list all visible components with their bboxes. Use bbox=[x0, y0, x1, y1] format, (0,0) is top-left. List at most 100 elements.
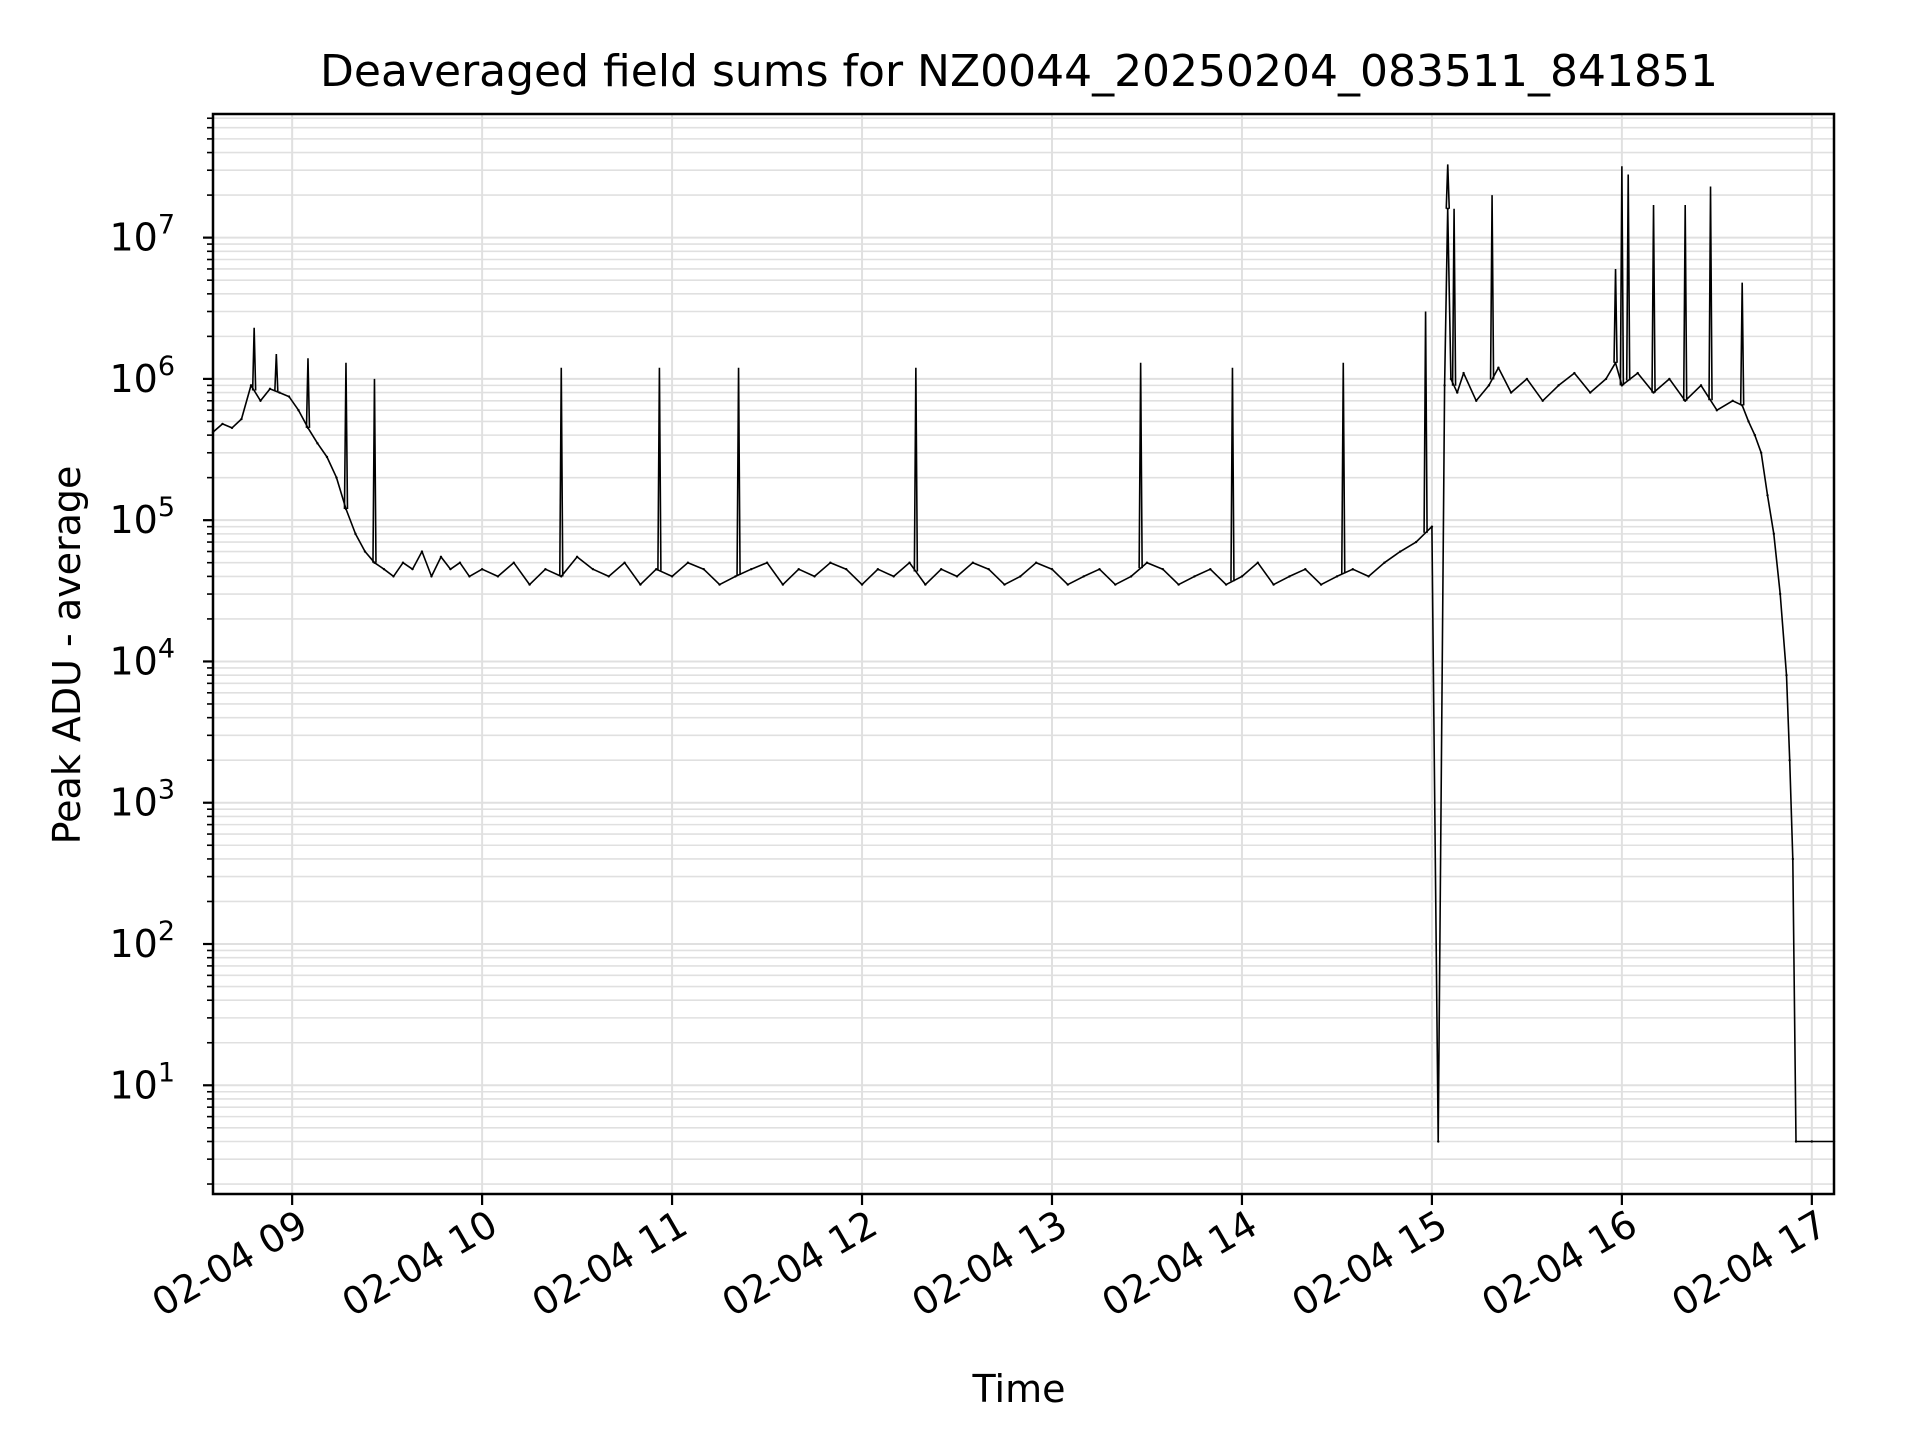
spike-mark bbox=[913, 367, 919, 572]
spike-mark bbox=[1340, 362, 1346, 574]
data-point bbox=[1098, 567, 1101, 571]
data-point bbox=[259, 399, 262, 402]
data-point bbox=[1003, 583, 1006, 586]
data-point bbox=[344, 507, 348, 511]
data-point bbox=[373, 561, 376, 564]
data-point bbox=[639, 583, 642, 586]
y-axis: 101 102 103 104 105 106 107 bbox=[109, 210, 175, 1108]
y-tick-label: 105 bbox=[109, 492, 175, 542]
spike-mark bbox=[1682, 205, 1688, 401]
data-point bbox=[1449, 377, 1453, 381]
data-point bbox=[1351, 567, 1354, 571]
spike-mark bbox=[305, 358, 311, 428]
spike-mark bbox=[343, 362, 349, 509]
data-point bbox=[1791, 857, 1795, 861]
data-point bbox=[1573, 371, 1576, 375]
data-point bbox=[1383, 561, 1386, 564]
data-point bbox=[1443, 384, 1446, 387]
spike-mark bbox=[1708, 186, 1713, 401]
data-point bbox=[1437, 1140, 1440, 1143]
spike-mark bbox=[1445, 164, 1451, 209]
data-point bbox=[1256, 561, 1259, 564]
data-point bbox=[1589, 391, 1592, 394]
data-point bbox=[544, 567, 547, 571]
data-point bbox=[528, 583, 531, 586]
data-point bbox=[797, 567, 800, 571]
data-point bbox=[1446, 207, 1449, 210]
data-point bbox=[1430, 525, 1434, 528]
data-point bbox=[1810, 1140, 1814, 1143]
spike-mark bbox=[736, 367, 741, 575]
spike-mark bbox=[1651, 205, 1656, 393]
data-point bbox=[939, 567, 943, 571]
data-point bbox=[1614, 361, 1617, 365]
y-tick-label: 104 bbox=[109, 633, 175, 683]
spike-mark bbox=[274, 353, 279, 392]
data-point bbox=[1224, 583, 1228, 586]
data-point bbox=[1509, 391, 1513, 394]
data-point bbox=[971, 561, 975, 564]
data-point bbox=[1557, 384, 1560, 387]
data-point bbox=[860, 583, 864, 586]
data-point bbox=[623, 561, 626, 564]
data-point bbox=[1788, 759, 1791, 762]
data-point bbox=[1319, 583, 1323, 586]
data-point bbox=[1785, 673, 1788, 677]
data-point bbox=[1652, 391, 1655, 394]
y-tick-label: 106 bbox=[109, 351, 175, 401]
data-point bbox=[1145, 561, 1149, 564]
data-point bbox=[1050, 567, 1054, 571]
data-point bbox=[316, 442, 319, 445]
data-point bbox=[908, 561, 911, 564]
data-point bbox=[1794, 1140, 1798, 1143]
data-point bbox=[1399, 550, 1402, 553]
data-point bbox=[1604, 377, 1608, 381]
data-point bbox=[496, 575, 500, 578]
data-point bbox=[449, 567, 452, 571]
data-point bbox=[468, 575, 471, 578]
data-point bbox=[1129, 575, 1133, 578]
data-point bbox=[1759, 451, 1763, 454]
data-point bbox=[1731, 399, 1734, 402]
data-point bbox=[876, 567, 880, 571]
data-point bbox=[1114, 583, 1117, 586]
data-point bbox=[575, 555, 579, 559]
data-point bbox=[702, 567, 705, 571]
data-point bbox=[1541, 399, 1544, 402]
spike-mark bbox=[1489, 195, 1495, 380]
data-point bbox=[1668, 377, 1671, 381]
series-layer bbox=[211, 164, 1836, 1143]
data-point bbox=[781, 583, 785, 586]
data-point bbox=[230, 426, 234, 430]
data-point bbox=[1019, 575, 1022, 578]
data-point bbox=[1288, 575, 1291, 578]
data-point bbox=[750, 567, 753, 571]
spike-mark bbox=[657, 367, 662, 571]
data-point bbox=[924, 583, 927, 586]
data-point bbox=[1475, 399, 1478, 402]
spike-mark bbox=[1619, 166, 1625, 386]
data-point bbox=[1636, 371, 1639, 375]
data-point bbox=[1487, 384, 1491, 387]
data-point bbox=[1034, 561, 1038, 564]
y-tick-label: 107 bbox=[109, 210, 175, 260]
data-point bbox=[1772, 532, 1776, 536]
spike-mark bbox=[372, 378, 377, 563]
spike-mark bbox=[1230, 367, 1235, 582]
data-point bbox=[1066, 583, 1070, 586]
spike-mark bbox=[1625, 174, 1631, 381]
data-point bbox=[1462, 371, 1465, 375]
data-point bbox=[401, 561, 405, 564]
data-point bbox=[1715, 409, 1719, 412]
chart-title: Deaveraged field sums for NZ0044_2025020… bbox=[320, 46, 1718, 97]
data-point bbox=[1497, 366, 1500, 369]
data-point bbox=[335, 476, 338, 479]
data-point bbox=[297, 409, 300, 412]
spike-mark bbox=[1739, 282, 1745, 406]
data-point bbox=[1414, 540, 1418, 544]
data-point bbox=[1082, 575, 1085, 578]
y-axis-label: Peak ADU - average bbox=[45, 466, 89, 845]
data-point bbox=[1699, 384, 1703, 387]
data-point bbox=[439, 555, 443, 559]
